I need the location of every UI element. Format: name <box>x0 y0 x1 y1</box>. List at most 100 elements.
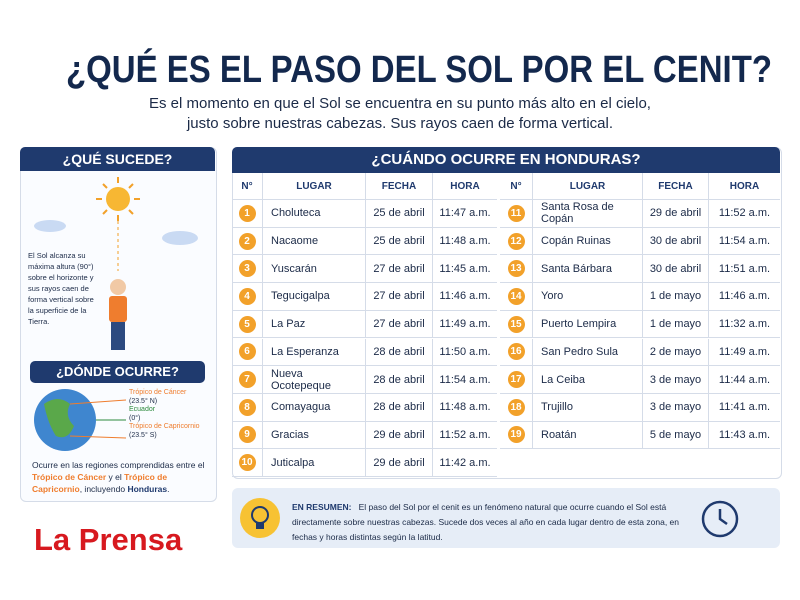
place-cell: Tegucigalpa <box>262 283 365 311</box>
row-number: 11 <box>507 204 525 222</box>
label: Trópico de Cáncer <box>129 389 187 396</box>
highlight: Trópico de Capricornio <box>32 472 168 494</box>
date-cell: 29 de abril <box>642 200 708 228</box>
date-cell: 25 de abril <box>365 227 432 256</box>
date-cell: 28 de abril <box>365 393 432 422</box>
row-number: 18 <box>507 398 525 416</box>
date-cell: 1 de mayo <box>642 283 708 311</box>
date-cell: 25 de abril <box>365 200 432 228</box>
row-number: 6 <box>238 343 256 361</box>
text: . <box>167 484 170 494</box>
place-cell: San Pedro Sula <box>532 338 642 367</box>
number-cell: 6 <box>232 339 262 367</box>
label: (0°) <box>129 414 141 422</box>
summary-label: EN RESUMEN: <box>292 502 352 512</box>
cloud <box>162 231 198 245</box>
column-header: HORA <box>432 173 497 200</box>
date-cell: 5 de mayo <box>642 421 708 450</box>
number-cell: 1 <box>232 200 262 228</box>
column-header: FECHA <box>642 173 708 200</box>
number-cell: 19 <box>500 422 532 450</box>
number-cell: 14 <box>500 283 532 311</box>
where-text: Ocurre en las regiones comprendidas entr… <box>32 459 207 495</box>
row-number: 5 <box>238 315 256 333</box>
row-number: 8 <box>238 398 256 416</box>
place-cell: Gracias <box>262 421 365 450</box>
sun <box>106 187 130 211</box>
place-cell: Yoro <box>532 283 642 311</box>
land <box>44 399 74 438</box>
time-cell: 11:51 a.m. <box>708 255 780 284</box>
what-text: El Sol alcanza su máxima altura (90°) so… <box>28 251 94 326</box>
time-cell: 11:45 a.m. <box>432 255 497 284</box>
time-cell: 11:44 a.m. <box>708 366 780 394</box>
number-cell: 16 <box>500 339 532 367</box>
place-cell: Trujillo <box>532 393 642 422</box>
time-cell: 11:46 a.m. <box>432 283 497 311</box>
column-header: HORA <box>708 173 780 200</box>
section-title: ¿DÓNDE OCURRE? <box>30 361 205 383</box>
summary-text: EN RESUMEN: El paso del Sol por el cenit… <box>292 500 692 545</box>
number-cell: 7 <box>232 366 262 394</box>
date-cell: 28 de abril <box>365 338 432 367</box>
time-cell: 11:46 a.m. <box>708 283 780 311</box>
row-number: 14 <box>507 287 525 305</box>
date-cell: 29 de abril <box>365 421 432 450</box>
number-cell: 3 <box>232 255 262 284</box>
date-cell: 3 de mayo <box>642 366 708 394</box>
time-cell: 11:49 a.m. <box>708 338 780 367</box>
cloud <box>34 220 66 232</box>
clock-icon <box>701 500 739 538</box>
title-box: ¿QUÉ ES EL PASO DEL SOL POR EL CENIT? <box>66 47 772 91</box>
date-cell: 27 de abril <box>365 310 432 339</box>
globe-labels: Trópico de Cáncer (23.5° N) Ecuador (0°)… <box>129 389 200 440</box>
number-cell: 10 <box>232 449 262 477</box>
place-cell: Copán Ruinas <box>532 227 642 256</box>
label: Ecuador <box>129 406 156 413</box>
row-number: 4 <box>238 287 256 305</box>
row-number: 9 <box>238 426 256 444</box>
place-cell: Puerto Lempira <box>532 310 642 339</box>
time-cell: 11:48 a.m. <box>432 227 497 256</box>
column-header: LUGAR <box>532 173 642 200</box>
sun-illustration <box>34 177 198 350</box>
text: y el <box>106 472 125 482</box>
time-cell: 11:54 a.m. <box>708 227 780 256</box>
section-title: ¿QUÉ SUCEDE? <box>20 147 215 171</box>
time-cell: 11:50 a.m. <box>432 338 497 367</box>
number-cell: 13 <box>500 255 532 284</box>
row-number: 10 <box>238 454 256 472</box>
subtitle-line: justo sobre nuestras cabezas. Sus rayos … <box>186 115 614 132</box>
label: (23.5° S) <box>129 431 157 439</box>
number-cell: 5 <box>232 311 262 339</box>
date-cell: 28 de abril <box>365 366 432 394</box>
time-cell: 11:32 a.m. <box>708 310 780 339</box>
row-number: 3 <box>238 260 256 278</box>
number-cell: 8 <box>232 394 262 422</box>
row-number: 1 <box>238 204 256 222</box>
date-cell: 1 de mayo <box>642 310 708 339</box>
place-cell: La Esperanza <box>262 338 365 367</box>
place-cell: Comayagua <box>262 393 365 422</box>
place-cell: Nacaome <box>262 227 365 256</box>
column-header: FECHA <box>365 173 432 200</box>
place-cell: La Paz <box>262 310 365 339</box>
row-number: 12 <box>507 232 525 250</box>
place-cell: Santa Bárbara <box>532 255 642 284</box>
tropic-line <box>69 399 127 405</box>
person-legs <box>111 322 125 350</box>
time-cell: 11:48 a.m. <box>432 393 497 422</box>
text: , incluyendo <box>79 484 128 494</box>
row-number: 17 <box>507 371 525 389</box>
table-title: ¿CUÁNDO OCURRE EN HONDURAS? <box>232 147 780 173</box>
time-cell: 11:47 a.m. <box>432 200 497 228</box>
place-cell: La Ceiba <box>532 366 642 394</box>
date-cell: 2 de mayo <box>642 338 708 367</box>
time-cell: 11:52 a.m. <box>708 200 780 228</box>
date-cell: 30 de abril <box>642 255 708 284</box>
number-cell: 17 <box>500 366 532 394</box>
number-cell: 11 <box>500 200 532 228</box>
place-cell: Roatán <box>532 421 642 450</box>
place-cell: Juticalpa <box>262 449 365 477</box>
